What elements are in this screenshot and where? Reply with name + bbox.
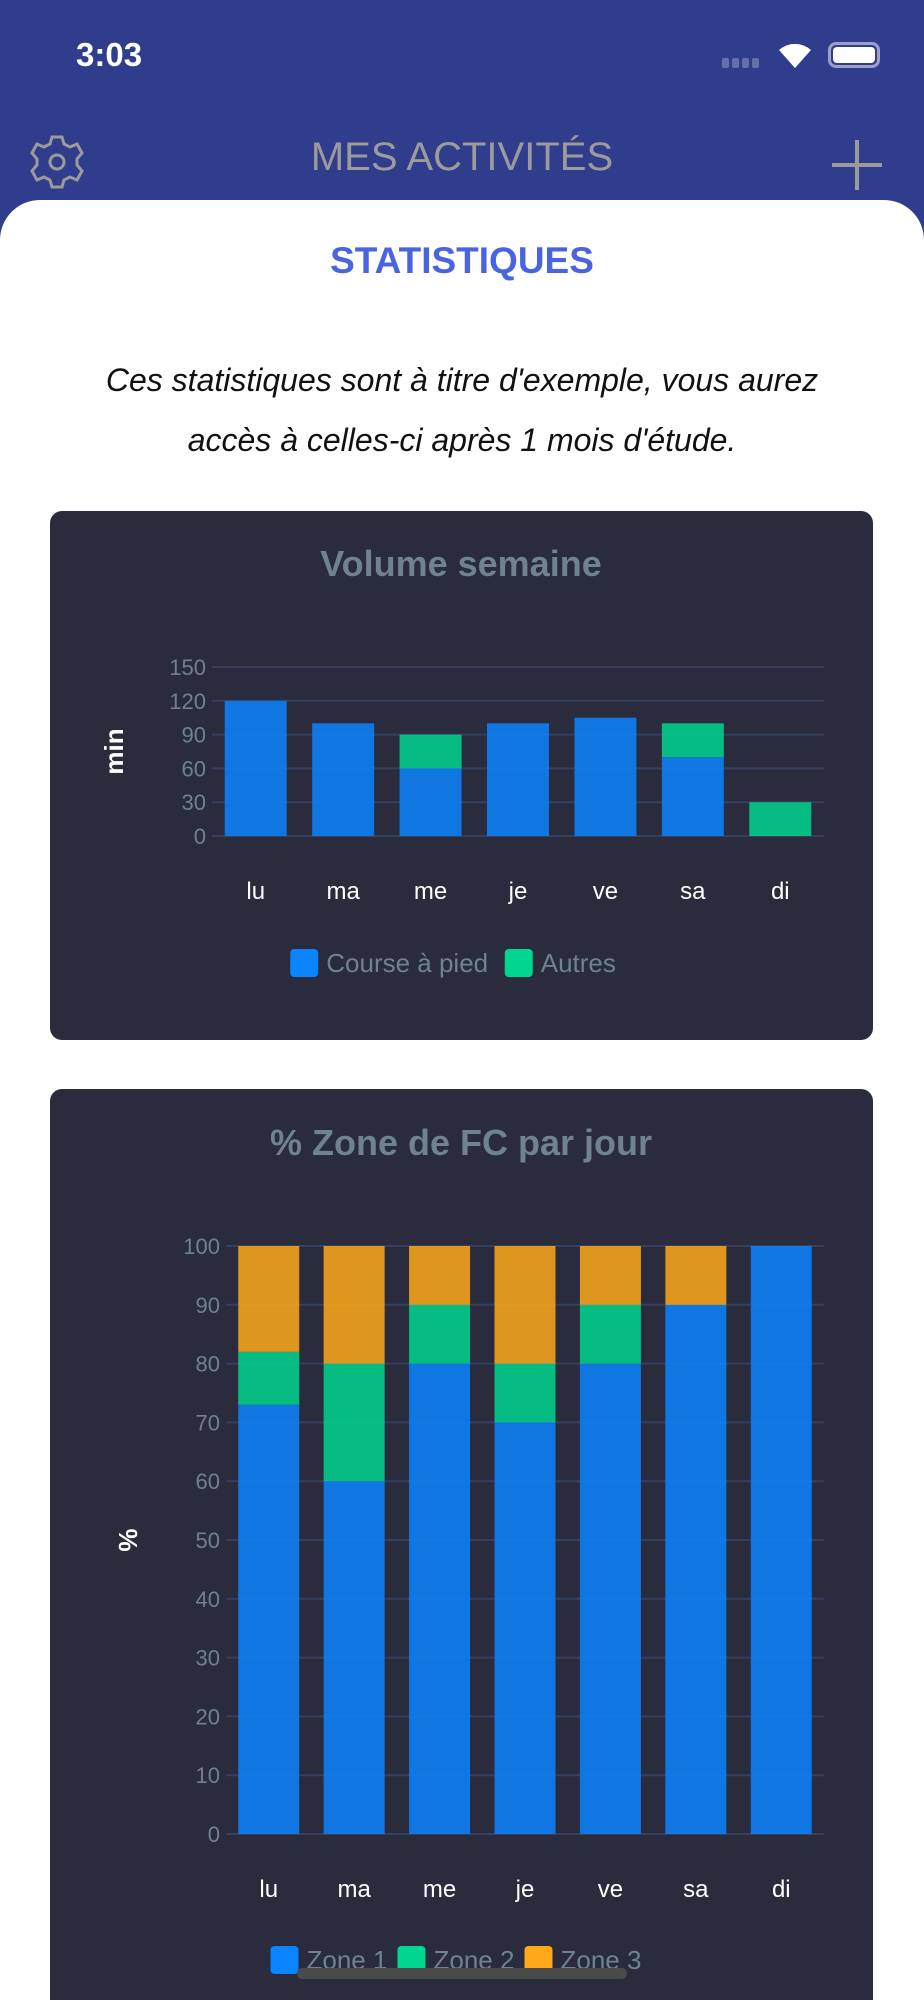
legend-label: Autres xyxy=(541,948,616,978)
y-tick-label: 150 xyxy=(169,655,206,680)
y-tick-label: 50 xyxy=(196,1528,220,1553)
bar-me-1 xyxy=(409,1304,471,1364)
legend-swatch xyxy=(397,1946,426,1974)
bar-me-0 xyxy=(409,1363,471,1834)
bar-ve-0 xyxy=(579,1363,641,1834)
bar-sa-0 xyxy=(661,757,724,836)
chart-title: Volume semaine xyxy=(320,543,601,584)
bar-je-0 xyxy=(494,1422,556,1834)
x-tick-label: me xyxy=(414,878,447,905)
x-tick-label: lu xyxy=(259,1876,278,1903)
legend-swatch xyxy=(290,949,319,977)
status-time: 3:03 xyxy=(76,36,143,73)
legend-swatch xyxy=(270,1946,299,1974)
x-tick-label: sa xyxy=(680,878,706,905)
y-tick-label: 90 xyxy=(196,1293,220,1318)
chart-card-volume: Volume semaine 0 30 60 90 120 150 min lu ma me je ve… xyxy=(50,511,873,1040)
chart-title: % Zone de FC par jour xyxy=(270,1122,652,1163)
y-tick-label: 100 xyxy=(183,1234,220,1259)
x-tick-label: ve xyxy=(598,1876,623,1903)
bar-lu-2 xyxy=(238,1246,300,1352)
page-title: STATISTIQUES xyxy=(330,240,594,281)
bar-lu-0 xyxy=(238,1404,300,1834)
gear-icon[interactable] xyxy=(30,133,84,191)
chart-volume: Volume semaine 0 30 60 90 120 150 min lu ma me je ve… xyxy=(99,543,824,978)
bar-ma-0 xyxy=(323,1481,385,1834)
y-tick-label: 10 xyxy=(196,1763,220,1788)
bar-ve-0 xyxy=(574,717,637,836)
chart-card-hr-zones: % Zone de FC par jour 0 10 20 30 40 50 60 70 80 90… xyxy=(50,1089,873,2000)
x-tick-label: je xyxy=(508,878,528,905)
y-tick-label: 70 xyxy=(196,1410,220,1435)
y-tick-label: 80 xyxy=(196,1352,220,1377)
x-tick-label: lu xyxy=(246,878,265,905)
wifi-icon xyxy=(779,43,811,68)
bar-sa-0 xyxy=(665,1304,727,1834)
y-axis-label: % xyxy=(113,1528,143,1551)
y-tick-label: 30 xyxy=(182,790,206,815)
y-tick-label: 0 xyxy=(194,824,206,849)
x-tick-label: di xyxy=(772,1876,791,1903)
y-tick-label: 90 xyxy=(182,723,206,748)
y-axis-label: min xyxy=(99,728,129,774)
y-tick-label: 60 xyxy=(196,1469,220,1494)
battery-icon xyxy=(828,42,880,68)
chart-hr-zones: % Zone de FC par jour 0 10 20 30 40 50 60 70 80 90… xyxy=(113,1122,824,1975)
x-tick-label: me xyxy=(423,1876,456,1903)
home-indicator[interactable] xyxy=(297,1968,627,1979)
bar-sa-1 xyxy=(661,723,724,758)
y-tick-label: 40 xyxy=(196,1587,220,1612)
bar-me-0 xyxy=(399,768,462,836)
bar-lu-0 xyxy=(224,700,287,836)
bar-lu-1 xyxy=(238,1351,300,1405)
bar-ma-2 xyxy=(323,1246,385,1364)
bar-ve-1 xyxy=(579,1304,641,1364)
status-bar: 3:03 xyxy=(0,0,924,110)
legend-swatch xyxy=(504,949,533,977)
bar-sa-2 xyxy=(665,1246,727,1305)
legend-label: Course à pied xyxy=(326,948,488,978)
legend-swatch xyxy=(524,1946,553,1974)
y-tick-label: 0 xyxy=(208,1822,220,1847)
example-note: Ces statistiques sont à titre d'exemple,… xyxy=(105,362,819,458)
bar-ve-2 xyxy=(579,1246,641,1305)
signal-icon xyxy=(722,58,759,68)
y-tick-label: 60 xyxy=(182,756,206,781)
x-tick-label: sa xyxy=(683,1876,709,1903)
bar-me-2 xyxy=(409,1246,471,1305)
bar-ma-1 xyxy=(323,1363,385,1482)
y-tick-label: 20 xyxy=(196,1704,220,1729)
y-tick-label: 30 xyxy=(196,1646,220,1671)
x-tick-label: ma xyxy=(326,878,360,905)
bar-je-2 xyxy=(494,1246,556,1364)
bar-ma-0 xyxy=(312,723,375,836)
plus-icon[interactable] xyxy=(830,138,884,192)
bar-je-0 xyxy=(487,723,549,836)
y-tick-label: 120 xyxy=(169,689,206,714)
x-tick-label: di xyxy=(771,878,790,905)
x-tick-label: ma xyxy=(337,1876,371,1903)
bar-je-1 xyxy=(494,1363,556,1423)
bar-me-1 xyxy=(399,734,462,769)
bar-di-0 xyxy=(750,1246,812,1834)
x-tick-label: je xyxy=(515,1876,535,1903)
x-tick-label: ve xyxy=(593,878,618,905)
nav-title: MES ACTIVITÉS xyxy=(310,135,614,179)
bar-di-1 xyxy=(749,802,812,836)
